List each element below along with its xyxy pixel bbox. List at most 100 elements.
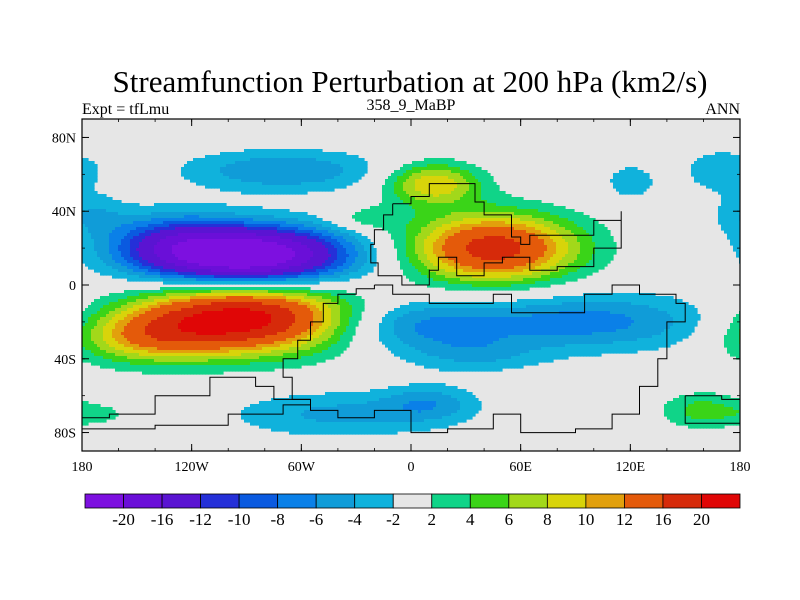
contour-cell xyxy=(445,194,449,198)
contour-cell xyxy=(703,167,707,171)
contour-cell xyxy=(565,254,569,258)
contour-cell xyxy=(526,218,530,222)
contour-cell xyxy=(583,245,587,249)
contour-cell xyxy=(466,164,470,168)
contour-cell xyxy=(352,257,356,261)
contour-cell xyxy=(157,251,161,255)
contour-cell xyxy=(208,215,212,219)
contour-cell xyxy=(241,179,245,183)
contour-cell xyxy=(340,257,344,261)
contour-cell xyxy=(526,242,530,246)
contour-cell xyxy=(232,161,236,165)
contour-cell xyxy=(247,212,251,216)
contour-cell xyxy=(409,176,413,180)
contour-cell xyxy=(139,239,143,243)
contour-cell xyxy=(442,209,446,213)
contour-cell xyxy=(265,170,269,174)
contour-cell xyxy=(202,212,206,216)
contour-cell xyxy=(460,218,464,222)
contour-cell xyxy=(544,230,548,234)
contour-cell xyxy=(337,161,341,165)
contour-cell xyxy=(262,164,266,168)
contour-cell xyxy=(259,149,263,153)
contour-cell xyxy=(424,167,428,171)
contour-cell xyxy=(196,224,200,228)
contour-cell xyxy=(571,254,575,258)
contour-cell xyxy=(475,224,479,228)
contour-cell xyxy=(85,170,89,174)
contour-cell xyxy=(499,248,503,252)
contour-cell xyxy=(727,236,731,240)
contour-cell xyxy=(277,173,281,177)
contour-cell xyxy=(256,164,260,168)
contour-cell xyxy=(106,230,110,234)
contour-cell xyxy=(343,248,347,252)
contour-cell xyxy=(730,185,734,189)
contour-cell xyxy=(466,209,470,213)
contour-cell xyxy=(277,224,281,228)
contour-cell xyxy=(112,236,116,240)
contour-cell xyxy=(202,161,206,165)
contour-cell xyxy=(97,239,101,243)
contour-cell xyxy=(112,203,116,207)
contour-cell xyxy=(130,248,134,252)
contour-cell xyxy=(145,236,149,240)
contour-cell xyxy=(475,179,479,183)
contour-cell xyxy=(394,188,398,192)
contour-cell xyxy=(211,218,215,222)
contour-cell xyxy=(394,224,398,228)
contour-cell xyxy=(589,224,593,228)
contour-cell xyxy=(445,230,449,234)
contour-cell xyxy=(415,254,419,258)
contour-cell xyxy=(478,203,482,207)
contour-cell xyxy=(313,257,317,261)
contour-cell xyxy=(571,227,575,231)
contour-cell xyxy=(511,212,515,216)
contour-cell xyxy=(313,251,317,255)
chart-title: Streamfunction Perturbation at 200 hPa (… xyxy=(113,64,708,99)
contour-cell xyxy=(703,161,707,165)
contour-cell xyxy=(322,155,326,159)
contour-cell xyxy=(418,224,422,228)
contour-cell xyxy=(469,200,473,204)
contour-cell xyxy=(439,245,443,249)
contour-cell xyxy=(436,212,440,216)
run-label: 358_9_MaBP xyxy=(367,97,456,114)
contour-cell xyxy=(634,167,638,171)
contour-cell xyxy=(418,242,422,246)
contour-cell xyxy=(307,224,311,228)
contour-cell xyxy=(238,161,242,165)
contour-cell xyxy=(202,230,206,234)
contour-cell xyxy=(457,212,461,216)
contour-cell xyxy=(211,179,215,183)
contour-cell xyxy=(190,161,194,165)
contour-cell xyxy=(532,242,536,246)
contour-cell xyxy=(205,173,209,177)
contour-cell xyxy=(424,254,428,258)
contour-cell xyxy=(733,203,737,207)
contour-cell xyxy=(307,164,311,168)
contour-cell xyxy=(265,188,269,192)
contour-cell xyxy=(424,176,428,180)
contour-cell xyxy=(619,179,623,183)
contour-cell xyxy=(469,164,473,168)
contour-cell xyxy=(499,251,503,255)
contour-cell xyxy=(502,197,506,201)
contour-cell xyxy=(121,248,125,252)
contour-cell xyxy=(250,188,254,192)
contour-cell xyxy=(139,245,143,249)
contour-cell xyxy=(211,227,215,231)
contour-cell xyxy=(484,224,488,228)
contour-cell xyxy=(349,254,353,258)
contour-cell xyxy=(241,212,245,216)
contour-cell xyxy=(490,257,494,261)
contour-cell xyxy=(493,206,497,210)
contour-cell xyxy=(538,242,542,246)
contour-cell xyxy=(106,242,110,246)
contour-cell xyxy=(475,251,479,255)
contour-cell xyxy=(442,197,446,201)
contour-cell xyxy=(283,149,287,153)
contour-cell xyxy=(520,221,524,225)
contour-cell xyxy=(601,224,605,228)
contour-cell xyxy=(517,257,521,261)
